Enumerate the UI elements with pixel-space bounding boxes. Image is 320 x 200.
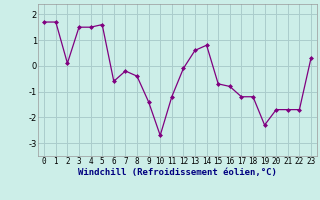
X-axis label: Windchill (Refroidissement éolien,°C): Windchill (Refroidissement éolien,°C) <box>78 168 277 177</box>
